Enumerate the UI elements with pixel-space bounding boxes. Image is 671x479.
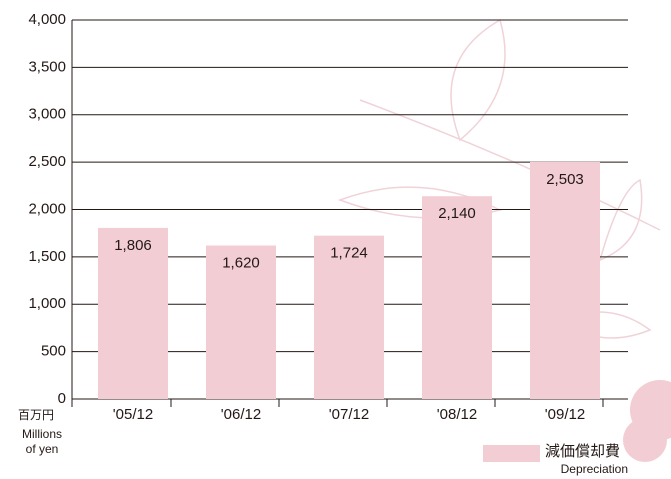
bar [530,162,600,399]
decoration-blob [623,380,671,462]
x-tick-label: '08/12 [437,406,477,423]
legend-label-en: Depreciation [561,462,628,476]
y-tick-label: 3,500 [28,58,66,75]
y-unit: 百万円 [18,408,54,422]
y-tick-label: 2,000 [28,200,66,217]
y-tick-label: 3,000 [28,106,66,123]
legend-swatch [483,445,540,462]
value-label: 1,620 [222,254,260,271]
value-label: 2,503 [546,171,584,188]
chart: 百万円 Millions of yen 減価償却費 Depreciation 0… [0,0,671,479]
bar [422,196,492,399]
legend-label: 減価償却費 [545,443,620,460]
y-tick-label: 1,000 [28,295,66,312]
y-tick-label: 1,500 [28,248,66,265]
y-unit: Millions [22,427,62,441]
value-label: 1,806 [114,237,152,254]
y-tick-label: 500 [41,343,66,360]
x-tick-label: '09/12 [545,406,585,423]
x-tick-label: '07/12 [329,406,369,423]
value-label: 1,724 [330,245,368,262]
x-tick-label: '05/12 [113,406,153,423]
x-tick-label: '06/12 [221,406,261,423]
y-tick-label: 2,500 [28,153,66,170]
y-tick-label: 0 [58,390,66,407]
y-tick-label: 4,000 [28,11,66,28]
y-unit: of yen [26,442,59,456]
value-label: 2,140 [438,205,476,222]
page: 百万円 Millions of yen 減価償却費 Depreciation 0… [0,0,671,479]
